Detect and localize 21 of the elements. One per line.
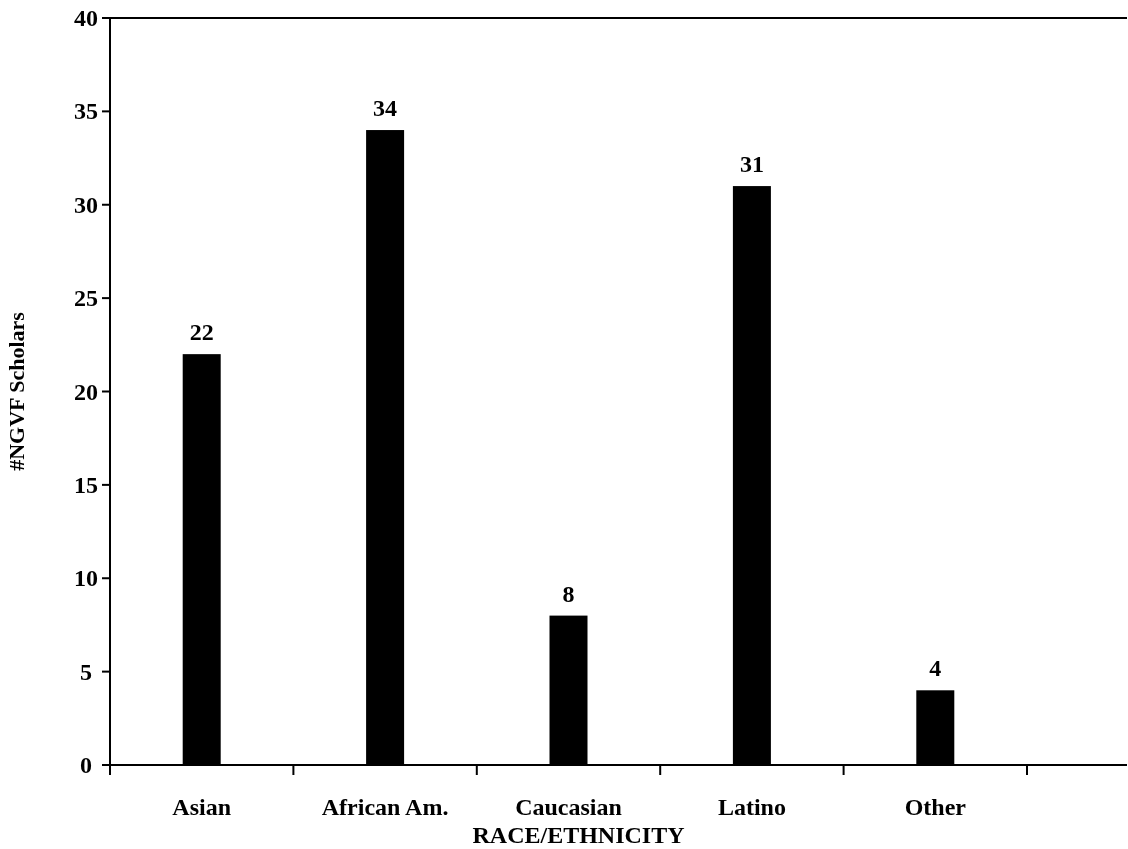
- data-label: 34: [373, 95, 398, 122]
- y-axis-title: #NGVF Scholars: [4, 311, 29, 471]
- data-label: 31: [739, 151, 764, 178]
- x-tick-label: Other: [904, 794, 967, 820]
- x-axis-title: RACE/ETHNICITY: [472, 822, 685, 848]
- y-tick-label: 0: [80, 752, 92, 778]
- y-tick-label: 25: [74, 285, 98, 312]
- data-label: 4: [929, 655, 942, 682]
- y-tick-label: 15: [74, 471, 98, 498]
- x-tick-label: Caucasian: [515, 794, 622, 820]
- y-tick-label: 5: [80, 658, 92, 685]
- x-tick-label: Asian: [172, 794, 232, 820]
- data-label: 22: [189, 319, 214, 346]
- y-tick-label: 20: [74, 378, 98, 405]
- data-label: 8: [562, 580, 575, 607]
- y-tick-label: 10: [74, 565, 98, 592]
- y-tick-label: 40: [74, 5, 98, 31]
- x-tick-label: Latino: [717, 794, 786, 820]
- y-tick-label: 35: [74, 98, 98, 125]
- y-tick-label: 30: [74, 191, 98, 218]
- x-tick-label: African Am.: [321, 794, 449, 820]
